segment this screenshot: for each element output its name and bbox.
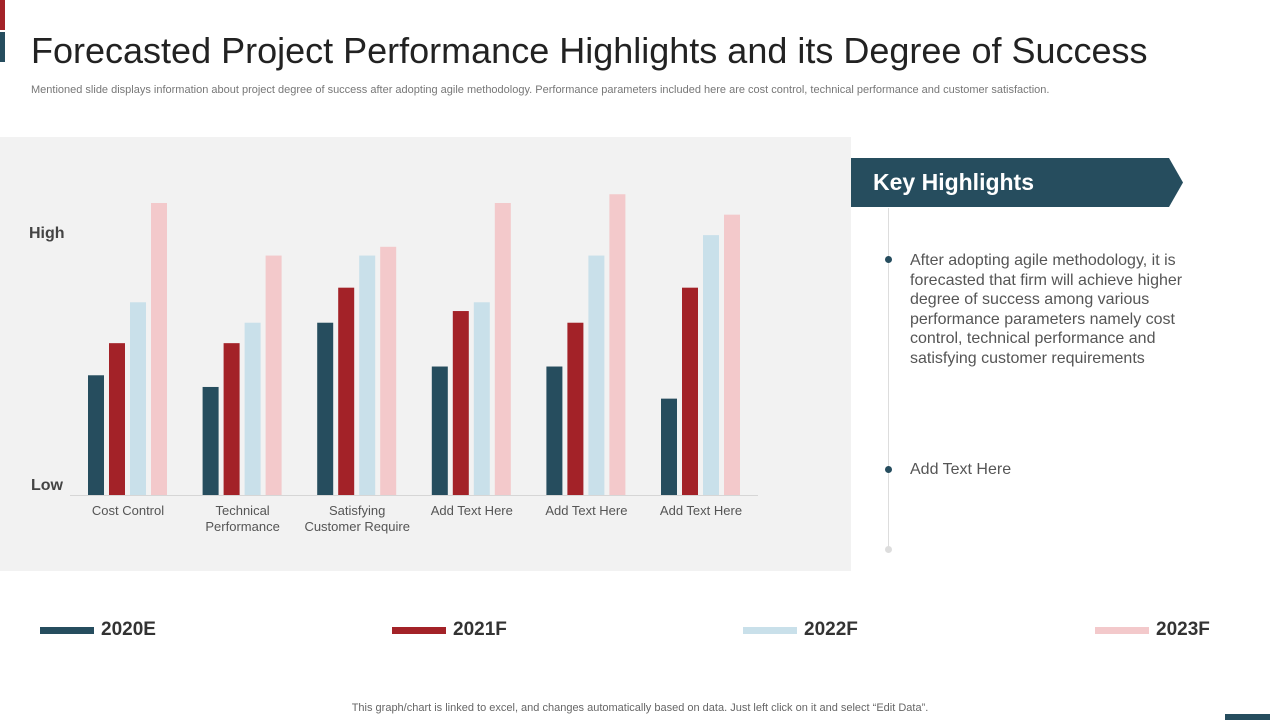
bar-2022f-1[interactable] xyxy=(130,302,146,495)
legend-2023f: 2023F xyxy=(1095,619,1210,641)
bar-2022f-6[interactable] xyxy=(703,235,719,495)
corner-accent xyxy=(1225,714,1270,720)
legend-2020e: 2020E xyxy=(40,619,156,641)
timeline-line xyxy=(888,208,889,550)
x-tick-label: Technical xyxy=(215,503,269,518)
x-tick-label: Customer Require xyxy=(304,519,410,534)
bar-2022f-5[interactable] xyxy=(588,255,605,495)
y-label-high: High xyxy=(29,225,65,242)
page-subtitle: Mentioned slide displays information abo… xyxy=(31,84,1050,96)
legend-2022f: 2022F xyxy=(743,619,858,641)
bar-2022f-2[interactable] xyxy=(244,322,261,495)
bar-2020e-3[interactable] xyxy=(317,322,334,495)
bar-2023f-1[interactable] xyxy=(151,203,167,495)
timeline-end-dot xyxy=(885,546,892,553)
bar-2022f-4[interactable] xyxy=(473,302,490,495)
bar-2021f-1[interactable] xyxy=(109,343,125,495)
bar-2021f-4[interactable] xyxy=(452,311,469,495)
x-tick-label: Satisfying xyxy=(329,503,385,518)
bar-2023f-6[interactable] xyxy=(724,214,740,495)
bar-2021f-5[interactable] xyxy=(567,322,584,495)
x-tick-label: Add Text Here xyxy=(660,503,742,518)
accent-bar-teal xyxy=(0,32,5,62)
bar-2023f-5[interactable] xyxy=(609,194,626,496)
y-label-low: Low xyxy=(31,477,63,494)
bar-2023f-2[interactable] xyxy=(265,255,282,495)
x-tick-label: Cost Control xyxy=(92,503,164,518)
highlight-text-2: Add Text Here xyxy=(910,461,1012,478)
x-tick-label: Add Text Here xyxy=(545,503,627,518)
key-highlights-banner xyxy=(851,158,1183,207)
bar-2020e-5[interactable] xyxy=(546,366,563,495)
bar-2023f-3[interactable] xyxy=(380,246,397,495)
legend-2021f: 2021F xyxy=(392,619,507,641)
page-title: Forecasted Project Performance Highlight… xyxy=(31,30,1148,71)
bullet-dot xyxy=(885,466,892,473)
highlight-text-1: After adopting agile methodology, it is … xyxy=(910,252,1183,367)
bullet-dot xyxy=(885,256,892,263)
bar-2020e-6[interactable] xyxy=(661,398,677,495)
key-highlights-title: Key Highlights xyxy=(873,169,1035,195)
bar-2022f-3[interactable] xyxy=(359,255,376,495)
bar-2020e-1[interactable] xyxy=(88,375,104,495)
bar-2021f-6[interactable] xyxy=(682,287,698,495)
x-tick-label: Add Text Here xyxy=(431,503,513,518)
accent-bar-red xyxy=(0,0,5,30)
bar-2023f-4[interactable] xyxy=(494,203,511,495)
bar-2020e-4[interactable] xyxy=(431,366,448,495)
bar-2021f-3[interactable] xyxy=(338,287,355,495)
footer-note: This graph/chart is linked to excel, and… xyxy=(351,702,929,714)
bar-2020e-2[interactable] xyxy=(202,386,219,495)
x-tick-label: Performance xyxy=(205,519,279,534)
bar-2021f-2[interactable] xyxy=(223,343,240,495)
